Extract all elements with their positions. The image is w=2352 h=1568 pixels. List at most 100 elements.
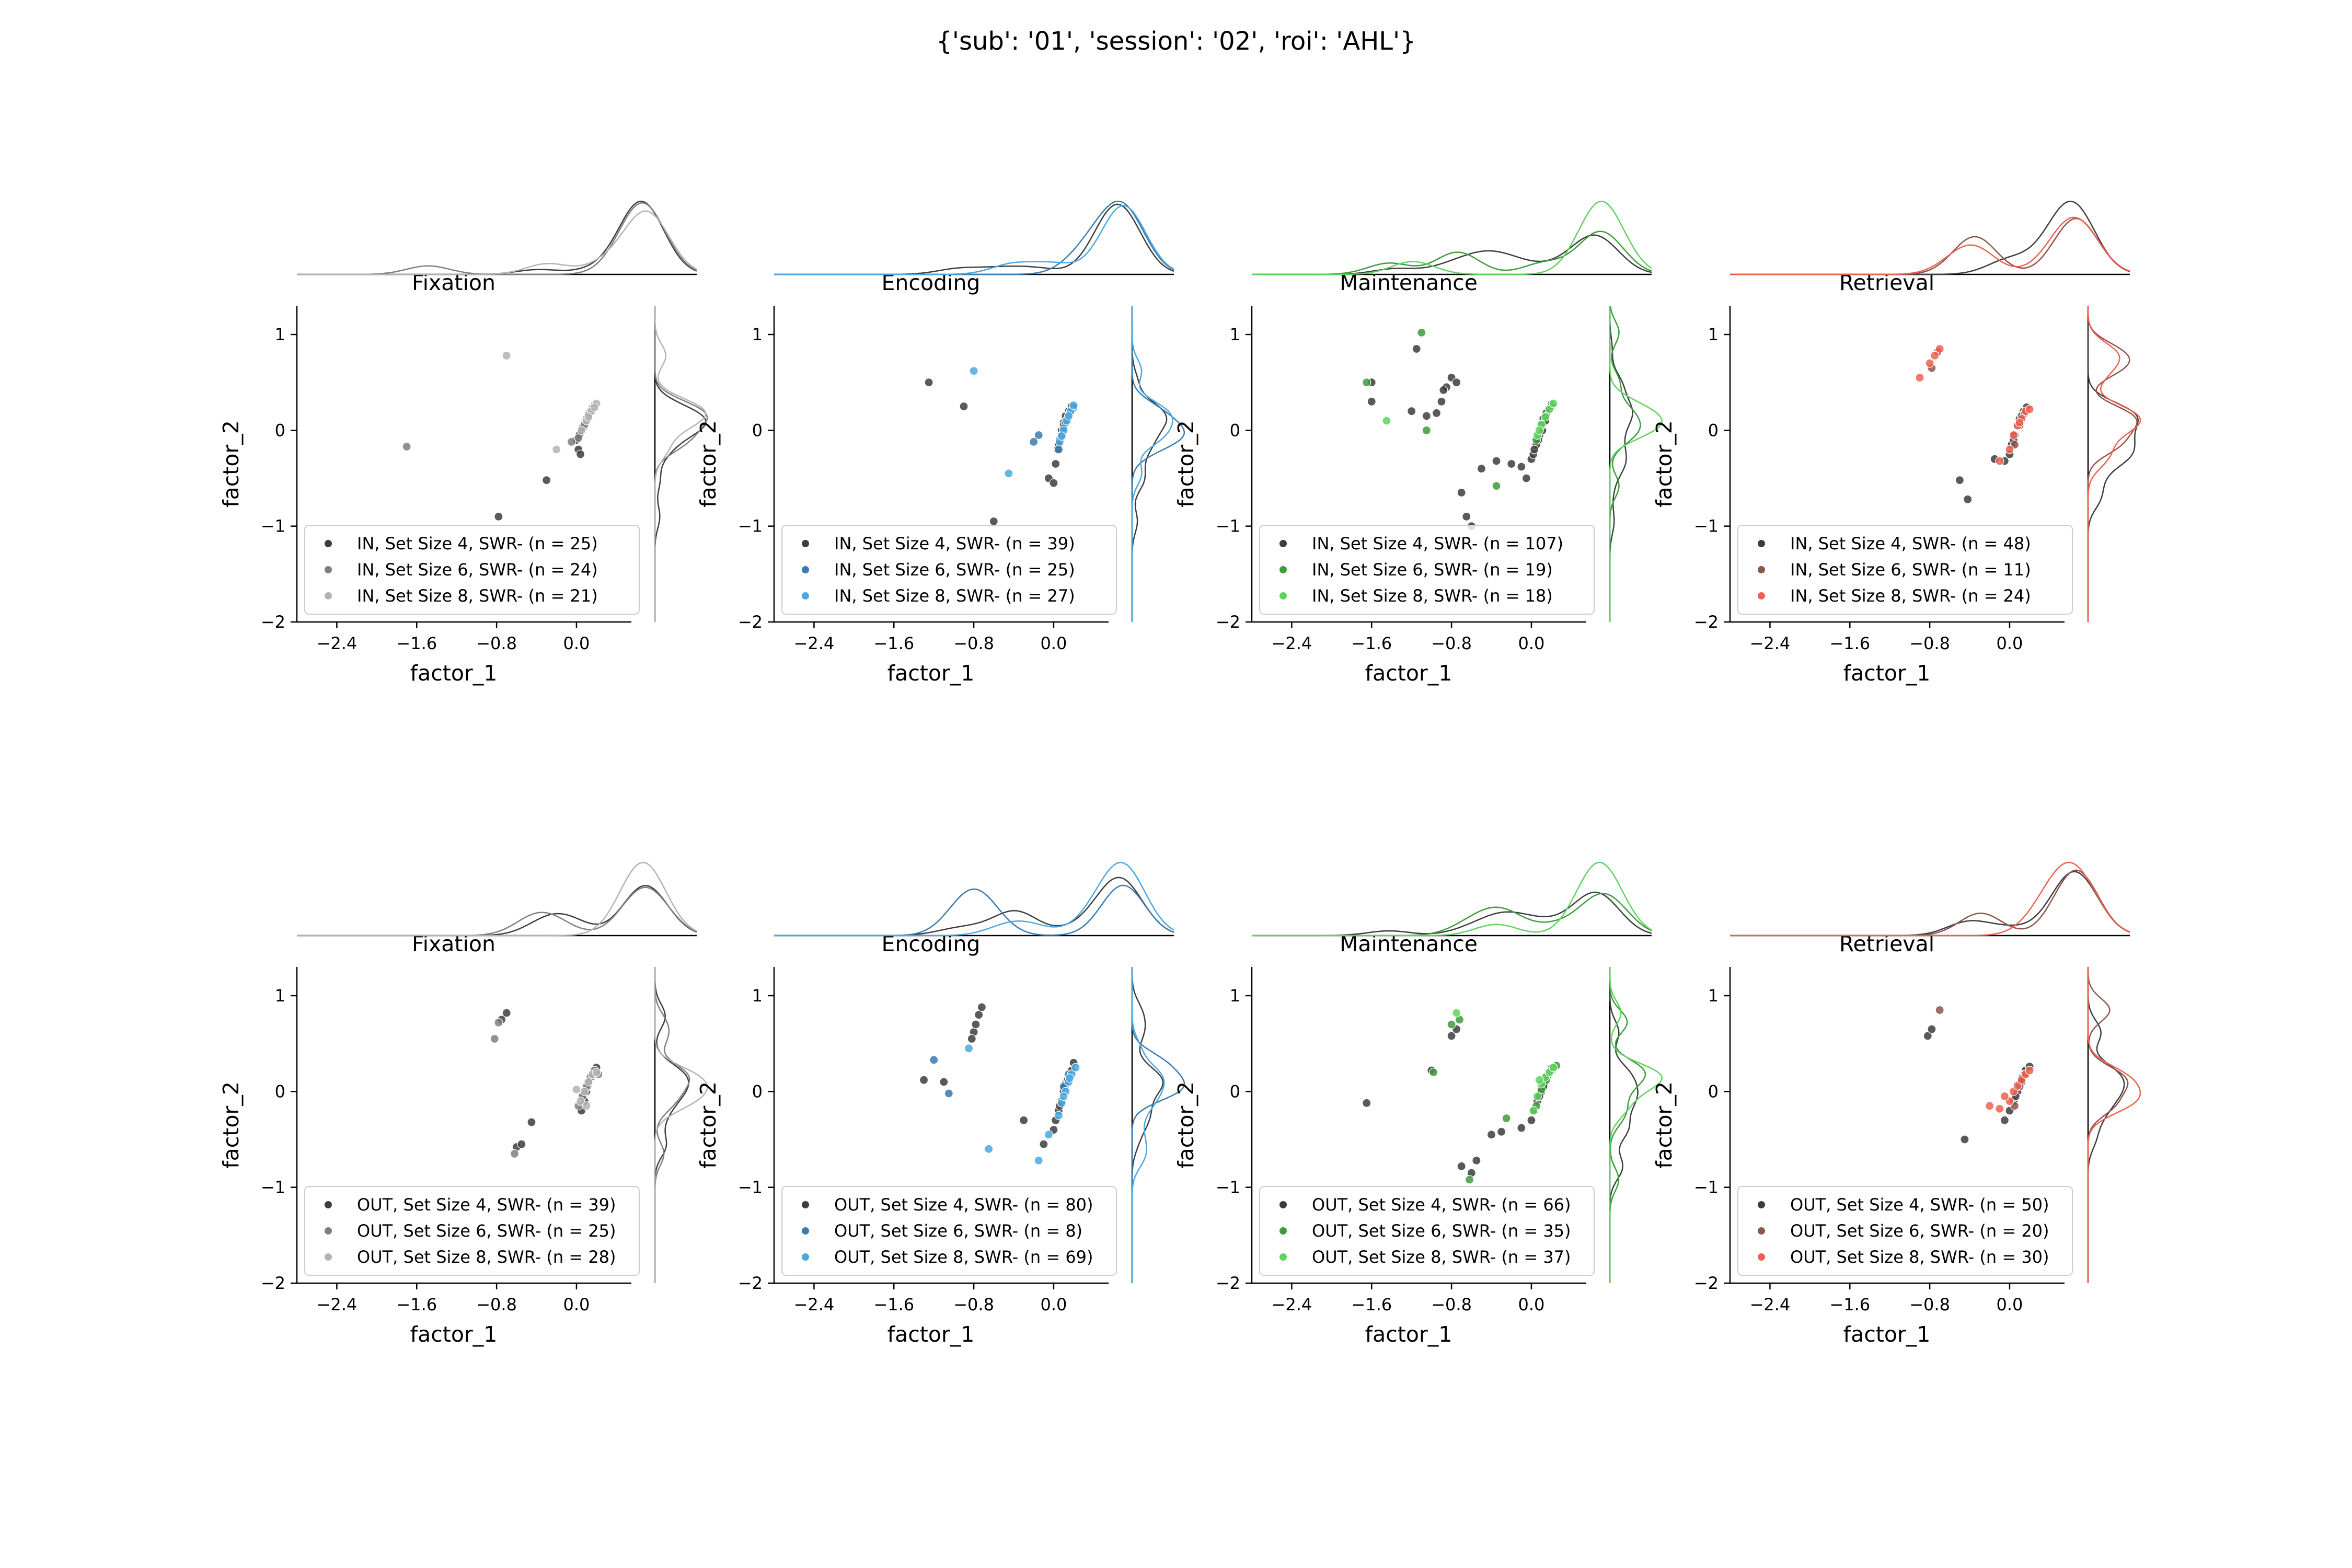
scatter-point xyxy=(919,1075,929,1085)
y-tick-label: 0 xyxy=(1708,1081,1719,1101)
legend-label: IN, Set Size 4, SWR- (n = 39) xyxy=(834,534,1075,554)
x-axis-label: factor_1 xyxy=(1365,1322,1452,1347)
scatter-point xyxy=(1532,1091,1542,1101)
scatter-point xyxy=(1930,351,1940,360)
x-tick-label: −0.8 xyxy=(476,633,517,653)
scatter-point xyxy=(552,445,561,454)
panel-in-fixation: −2.4 −1.6 −0.8 0.0−2−101factor_1factor_2Fix… xyxy=(218,200,708,686)
x-axis-label: factor_1 xyxy=(410,1322,498,1347)
legend-marker xyxy=(325,1253,332,1261)
scatter-point xyxy=(1422,411,1431,421)
series-in-set-size-6-swr-n-24 xyxy=(402,401,599,452)
x-tick-label: −2.4 xyxy=(1750,1295,1791,1315)
series-in-set-size-6-swr-n-19 xyxy=(1362,328,1556,491)
legend-box xyxy=(781,1186,1117,1276)
x-tick-label: −0.8 xyxy=(1909,1295,1950,1315)
top-kde-out-set-size-6-swr-n-35 xyxy=(1252,893,1652,937)
y-tick-label: −2 xyxy=(261,612,285,632)
right-kde-out-set-size-8-swr-n-30 xyxy=(2087,967,2141,1283)
panel-out-encoding: −2.4 −1.6 −0.8 0.0−2−101factor_1factor_2Enc… xyxy=(696,861,1185,1347)
scatter-point xyxy=(1051,459,1060,469)
x-tick-label: −1.6 xyxy=(396,1295,437,1315)
top-kde-in-set-size-8-swr-n-18 xyxy=(1252,200,1652,275)
scatter-point xyxy=(1034,430,1043,440)
top-kde-out-set-size-8-swr-n-69 xyxy=(774,861,1174,937)
scatter-point xyxy=(929,1055,939,1065)
scatter-point xyxy=(1915,373,1924,383)
y-tick-label: 1 xyxy=(275,986,285,1006)
y-tick-label: 0 xyxy=(275,420,285,440)
scatter-point xyxy=(1477,464,1486,474)
scatter-point xyxy=(1437,397,1446,406)
x-tick-label: −2.4 xyxy=(1750,633,1791,653)
legend-label: OUT, Set Size 8, SWR- (n = 28) xyxy=(357,1247,616,1267)
legend-marker xyxy=(1279,540,1287,547)
x-tick-label: −1.6 xyxy=(1829,633,1870,653)
scatter-point xyxy=(989,516,998,526)
scatter-point xyxy=(1472,1156,1481,1165)
scatter-point xyxy=(1492,481,1501,491)
x-tick-label: −1.6 xyxy=(1351,1295,1392,1315)
scatter-point xyxy=(1927,1024,1936,1034)
y-tick-label: 0 xyxy=(1230,1081,1240,1101)
scatter-point xyxy=(1429,1068,1438,1077)
y-tick-label: −2 xyxy=(1694,1273,1719,1293)
x-tick-label: −0.8 xyxy=(1431,1295,1472,1315)
legend-label: OUT, Set Size 6, SWR- (n = 25) xyxy=(357,1221,616,1241)
panel-out-maintenance: −2.4 −1.6 −0.8 0.0−2−101factor_1factor_2Mai… xyxy=(1173,861,1663,1347)
top-kde-in-set-size-4-swr-n-48 xyxy=(1730,200,2130,275)
scatter-point xyxy=(1530,445,1539,454)
legend-marker xyxy=(325,566,332,573)
scatter-point xyxy=(1417,328,1426,337)
top-kde-in-set-size-8-swr-n-24 xyxy=(1730,216,2130,275)
legend-label: IN, Set Size 4, SWR- (n = 107) xyxy=(1312,534,1563,554)
legend-marker xyxy=(802,540,809,547)
x-axis-label: factor_1 xyxy=(887,661,975,686)
scatter-point xyxy=(567,437,576,446)
series-in-set-size-8-swr-n-18 xyxy=(1382,399,1558,440)
x-axis-label: factor_1 xyxy=(1365,661,1452,686)
legend-box xyxy=(1737,525,2073,615)
y-tick-label: −2 xyxy=(1216,1273,1240,1293)
top-kde-in-set-size-8-swr-n-21 xyxy=(297,210,697,275)
y-tick-label: −1 xyxy=(1694,516,1719,536)
scatter-point xyxy=(580,1087,589,1096)
scatter-point xyxy=(1955,476,1965,485)
scatter-point xyxy=(1517,462,1526,471)
panels-container: −2.4 −1.6 −0.8 0.0−2−101factor_1factor_2Fix… xyxy=(218,200,2141,1347)
legend-box xyxy=(1737,1186,2073,1276)
scatter-point xyxy=(577,425,586,435)
right-kde-out-set-size-6-swr-n-20 xyxy=(2087,966,2129,1283)
y-tick-label: 1 xyxy=(1708,986,1719,1006)
top-kde-out-set-size-4-swr-n-80 xyxy=(774,877,1174,937)
series-in-set-size-8-swr-n-24 xyxy=(1915,344,2034,466)
y-tick-label: −2 xyxy=(738,1273,763,1293)
x-tick-label: −2.4 xyxy=(1272,633,1312,653)
scatter-point xyxy=(1935,344,1944,354)
x-axis-label: factor_1 xyxy=(410,661,498,686)
legend-box xyxy=(304,1186,640,1276)
top-kde-in-set-size-4-swr-n-39 xyxy=(774,203,1174,275)
x-tick-label: −2.4 xyxy=(317,633,358,653)
top-kde-out-set-size-6-swr-n-25 xyxy=(297,886,697,937)
scatter-point xyxy=(1059,1091,1068,1101)
scatter-point xyxy=(1497,1127,1506,1136)
x-tick-label: −2.4 xyxy=(794,1295,835,1315)
top-kde-out-set-size-6-swr-n-8 xyxy=(774,884,1174,937)
scatter-point xyxy=(969,366,978,376)
right-kde-in-set-size-8-swr-n-21 xyxy=(654,306,707,622)
legend-box xyxy=(1259,1186,1595,1276)
scatter-point xyxy=(1069,401,1078,410)
y-tick-label: 0 xyxy=(1708,420,1719,440)
y-axis-label: factor_2 xyxy=(1652,1081,1677,1169)
y-tick-label: 1 xyxy=(752,986,763,1006)
scatter-point xyxy=(967,1034,976,1044)
x-tick-label: 0.0 xyxy=(563,1295,590,1315)
legend-label: OUT, Set Size 6, SWR- (n = 35) xyxy=(1312,1221,1571,1241)
legend-marker xyxy=(802,566,809,573)
scatter-point xyxy=(2009,430,2019,440)
legend-marker xyxy=(1758,1201,1765,1208)
scatter-point xyxy=(1527,1115,1536,1125)
x-tick-label: −0.8 xyxy=(1909,633,1950,653)
y-tick-label: −2 xyxy=(1216,612,1240,632)
